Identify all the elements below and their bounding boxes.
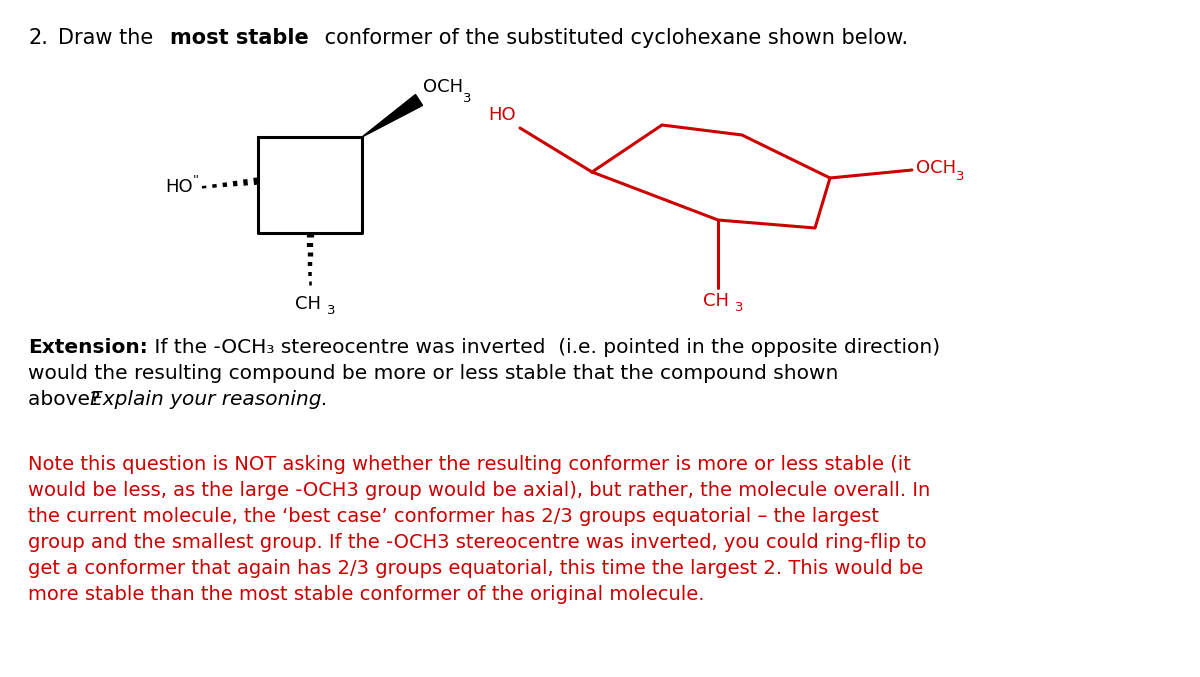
Text: 2.: 2. [28, 28, 48, 48]
Text: above?: above? [28, 390, 107, 409]
Text: would the resulting compound be more or less stable that the compound shown: would the resulting compound be more or … [28, 364, 839, 383]
Polygon shape [362, 95, 422, 137]
Text: Note this question is NOT asking whether the resulting conformer is more or less: Note this question is NOT asking whether… [28, 455, 911, 474]
Text: group and the smallest group. If the -OCH3 stereocentre was inverted, you could : group and the smallest group. If the -OC… [28, 533, 926, 552]
Text: get a conformer that again has 2/3 groups equatorial, this time the largest 2. T: get a conformer that again has 2/3 group… [28, 559, 923, 578]
Text: OCH: OCH [424, 78, 463, 96]
Text: more stable than the most stable conformer of the original molecule.: more stable than the most stable conform… [28, 585, 704, 604]
Text: HO: HO [488, 106, 516, 124]
Text: If the -OCH₃ stereocentre was inverted  (i.e. pointed in the opposite direction): If the -OCH₃ stereocentre was inverted (… [148, 338, 940, 357]
Text: Draw the: Draw the [58, 28, 160, 48]
Text: most stable: most stable [170, 28, 308, 48]
Text: conformer of the substituted cyclohexane shown below.: conformer of the substituted cyclohexane… [318, 28, 908, 48]
Text: the current molecule, the ‘best case’ conformer has 2/3 groups equatorial – the : the current molecule, the ‘best case’ co… [28, 507, 878, 526]
Text: CH: CH [703, 292, 730, 310]
Text: 3: 3 [956, 171, 965, 183]
Text: HO: HO [166, 178, 193, 196]
Text: would be less, as the large -OCH3 group would be axial), but rather, the molecul: would be less, as the large -OCH3 group … [28, 481, 930, 500]
Text: Explain your reasoning.: Explain your reasoning. [90, 390, 328, 409]
Text: '': '' [193, 175, 200, 188]
Text: CH: CH [295, 295, 322, 313]
Text: 3: 3 [734, 301, 744, 314]
Text: 3: 3 [326, 304, 336, 317]
Text: Extension:: Extension: [28, 338, 148, 357]
Text: OCH: OCH [916, 159, 956, 177]
Text: 3: 3 [463, 92, 472, 105]
